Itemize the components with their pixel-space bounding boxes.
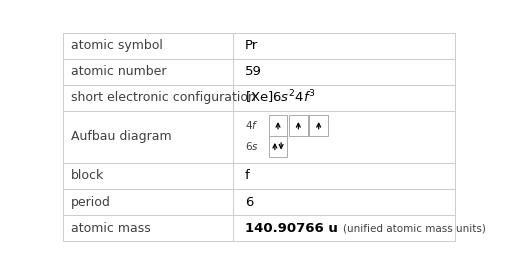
Text: Aufbau diagram: Aufbau diagram [71, 130, 172, 143]
Text: atomic number: atomic number [71, 65, 167, 78]
Text: atomic mass: atomic mass [71, 222, 150, 235]
Text: 6: 6 [245, 196, 254, 209]
Text: $6s$: $6s$ [245, 140, 259, 152]
Bar [269, 115, 287, 136]
Text: Pr: Pr [245, 39, 259, 52]
Text: short electronic configuration: short electronic configuration [71, 91, 256, 104]
Text: period: period [71, 196, 111, 209]
Text: f: f [245, 169, 250, 182]
Bar [289, 115, 308, 136]
Text: $\mathregular{[Xe]6}s^{\mathregular{2}}\mathregular{4}f^{\mathregular{3}}$: $\mathregular{[Xe]6}s^{\mathregular{2}}\… [245, 89, 316, 107]
Bar [269, 136, 287, 157]
Bar [309, 115, 328, 136]
Text: atomic symbol: atomic symbol [71, 39, 163, 52]
Text: $4f$: $4f$ [245, 120, 259, 131]
Text: 140.90766 u: 140.90766 u [245, 222, 338, 235]
Text: block: block [71, 169, 104, 182]
Text: (unified atomic mass units): (unified atomic mass units) [343, 223, 486, 233]
Text: 59: 59 [245, 65, 262, 78]
